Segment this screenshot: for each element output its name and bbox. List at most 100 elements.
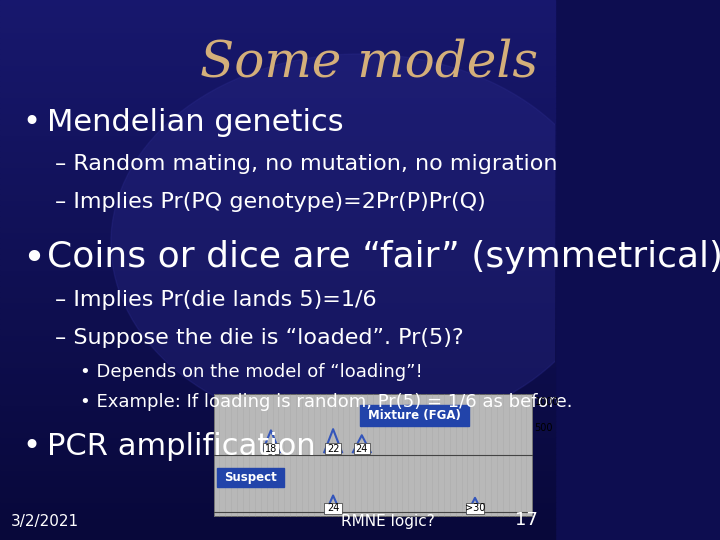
Text: >30: >30 xyxy=(465,503,485,514)
Bar xyxy=(0,308,554,313)
Bar xyxy=(0,151,554,157)
Text: – Implies Pr(PQ genotype)=2Pr(P)Pr(Q): – Implies Pr(PQ genotype)=2Pr(P)Pr(Q) xyxy=(55,192,486,212)
Bar xyxy=(0,383,554,389)
Bar xyxy=(0,292,554,297)
Text: 17: 17 xyxy=(515,511,538,529)
Bar xyxy=(0,11,554,16)
Bar xyxy=(0,427,554,432)
Bar xyxy=(0,286,554,292)
Bar xyxy=(0,162,554,167)
Bar xyxy=(0,130,554,135)
Bar xyxy=(0,211,554,216)
Bar xyxy=(0,32,554,38)
Bar xyxy=(0,43,554,49)
Bar xyxy=(0,265,554,270)
Bar xyxy=(0,103,554,108)
Bar xyxy=(0,367,554,373)
Bar xyxy=(0,437,554,443)
Text: • Depends on the model of “loading”!: • Depends on the model of “loading”! xyxy=(81,363,423,381)
Bar xyxy=(0,378,554,383)
Bar xyxy=(0,54,554,59)
Bar xyxy=(0,373,554,378)
Bar xyxy=(0,49,554,54)
Bar xyxy=(0,329,554,335)
Bar xyxy=(0,70,554,76)
Bar xyxy=(0,184,554,189)
Bar xyxy=(0,405,554,410)
Text: PCR amplification: PCR amplification xyxy=(47,432,316,461)
Bar xyxy=(0,167,554,173)
Text: •: • xyxy=(22,432,40,461)
Bar xyxy=(214,455,532,516)
Bar xyxy=(0,270,554,275)
Bar xyxy=(0,259,554,265)
Bar xyxy=(217,468,284,487)
Bar xyxy=(0,200,554,205)
Bar xyxy=(0,491,554,497)
Ellipse shape xyxy=(111,54,610,432)
Text: Mixture (FGA): Mixture (FGA) xyxy=(368,409,461,422)
Bar xyxy=(0,16,554,22)
Text: Mendelian genetics: Mendelian genetics xyxy=(47,108,343,137)
Bar xyxy=(0,470,554,475)
Bar xyxy=(0,486,554,491)
Bar xyxy=(354,443,369,454)
Bar xyxy=(0,529,554,535)
Bar xyxy=(0,157,554,162)
Bar xyxy=(0,232,554,238)
Bar xyxy=(0,205,554,211)
Bar xyxy=(0,394,554,400)
Bar xyxy=(0,108,554,113)
Bar xyxy=(0,86,554,92)
Bar xyxy=(0,22,554,27)
Bar xyxy=(0,443,554,448)
Bar xyxy=(0,448,554,454)
Bar xyxy=(0,464,554,470)
Bar xyxy=(0,475,554,481)
Bar xyxy=(0,97,554,103)
Bar xyxy=(0,324,554,329)
Bar xyxy=(0,319,554,324)
Bar xyxy=(466,503,484,514)
Bar xyxy=(0,410,554,416)
Bar xyxy=(0,346,554,351)
Bar xyxy=(325,443,341,454)
Text: Some models: Some models xyxy=(200,38,538,87)
Bar xyxy=(0,524,554,529)
Bar xyxy=(0,92,554,97)
Bar xyxy=(0,497,554,502)
Bar xyxy=(0,119,554,124)
Bar xyxy=(0,297,554,302)
Text: •: • xyxy=(22,108,40,137)
Bar xyxy=(214,394,532,455)
Bar xyxy=(0,135,554,140)
Bar xyxy=(0,302,554,308)
Bar xyxy=(0,389,554,394)
Bar xyxy=(0,254,554,259)
Text: 1000: 1000 xyxy=(535,397,559,407)
Bar xyxy=(0,227,554,232)
Bar xyxy=(0,313,554,319)
Bar xyxy=(0,502,554,508)
Bar xyxy=(0,221,554,227)
Bar xyxy=(0,81,554,86)
Text: RMNE logic?: RMNE logic? xyxy=(341,514,435,529)
Bar xyxy=(0,535,554,540)
Bar xyxy=(0,27,554,32)
Bar xyxy=(324,503,342,514)
Bar xyxy=(0,38,554,43)
Bar xyxy=(0,356,554,362)
Bar xyxy=(0,481,554,486)
Text: 22: 22 xyxy=(327,444,339,454)
Bar xyxy=(0,335,554,340)
Text: – Implies Pr(die lands 5)=1/6: – Implies Pr(die lands 5)=1/6 xyxy=(55,290,377,310)
Text: – Random mating, no mutation, no migration: – Random mating, no mutation, no migrati… xyxy=(55,154,558,174)
Bar xyxy=(0,275,554,281)
Bar xyxy=(0,243,554,248)
Bar xyxy=(0,5,554,11)
Bar xyxy=(0,421,554,427)
Text: Coins or dice are “fair” (symmetrical): Coins or dice are “fair” (symmetrical) xyxy=(47,240,720,274)
Text: • Example: If loading is random, Pr(5) = 1/6 as before.: • Example: If loading is random, Pr(5) =… xyxy=(81,393,573,411)
Text: Suspect: Suspect xyxy=(224,471,276,484)
Bar xyxy=(0,178,554,184)
